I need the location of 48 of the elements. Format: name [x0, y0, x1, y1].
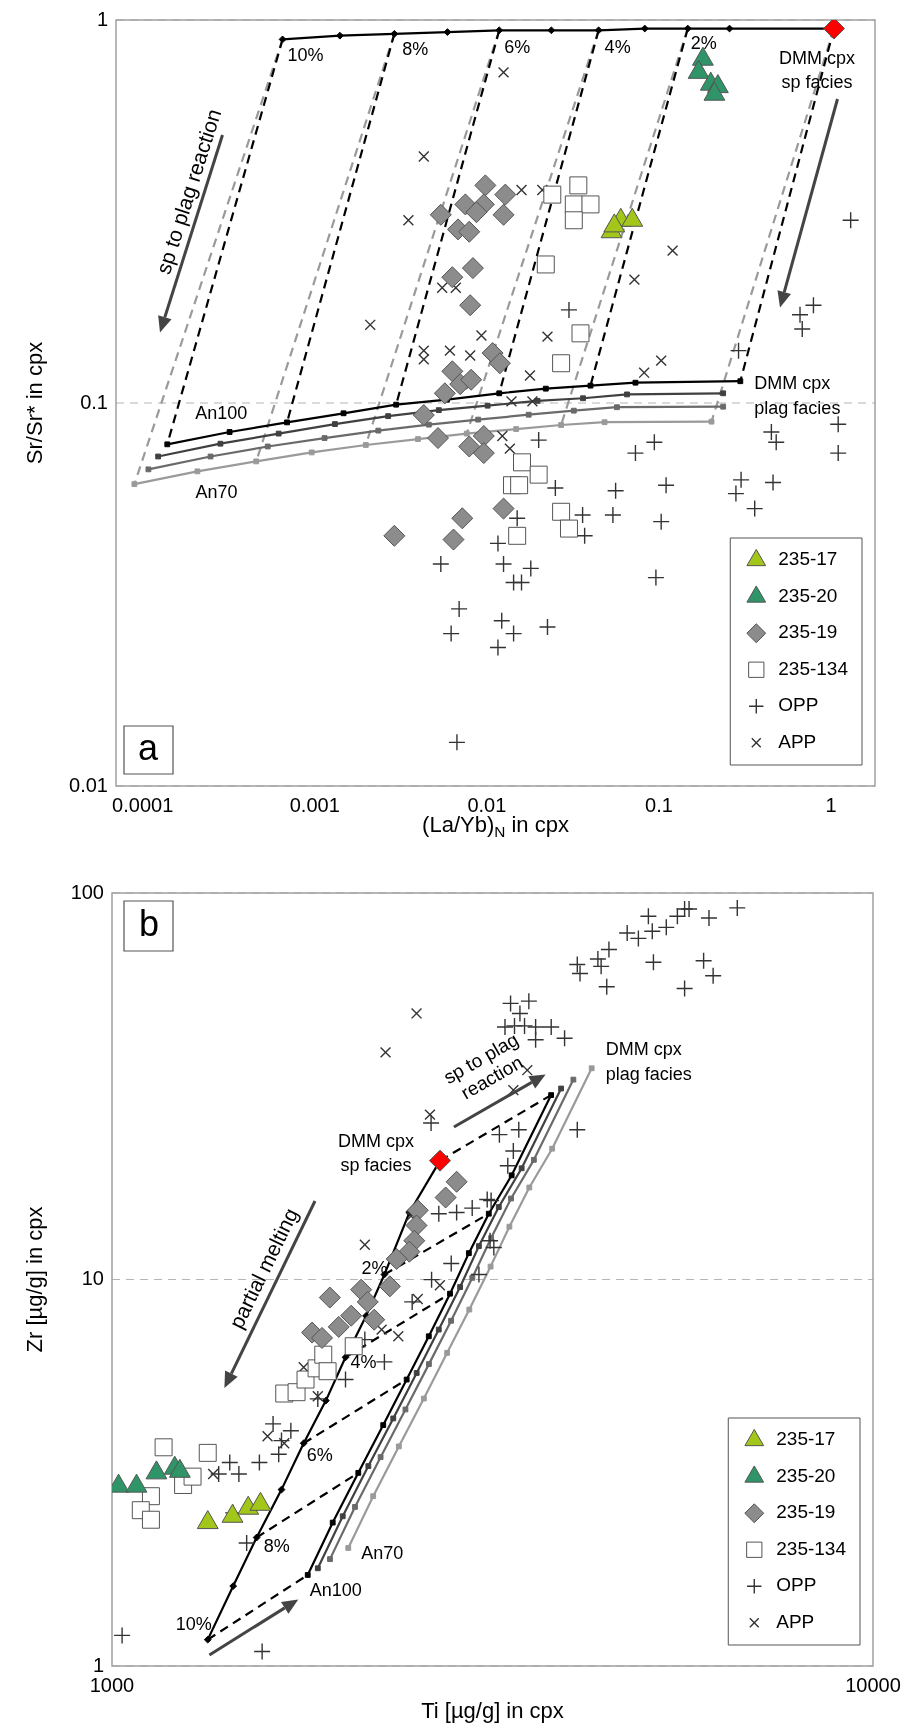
annotation: DMM cpx sp facies: [338, 1130, 415, 1175]
annotation: An100: [309, 1579, 362, 1600]
y-tick-label: 10: [81, 1267, 104, 1290]
annotation: a: [137, 726, 159, 768]
y-tick-label: 1: [96, 7, 108, 30]
annotation: sp to plag reaction: [151, 106, 226, 277]
annotation: 6%: [306, 1445, 333, 1466]
x-tick-label: 1: [825, 793, 837, 816]
x-tick-label: 0.0001: [112, 793, 174, 816]
annotation: 8%: [402, 38, 429, 59]
annotation: DMM cpx plag facies: [605, 1039, 692, 1085]
legend-label: 235-20: [778, 584, 838, 606]
legend-label: 235-134: [778, 657, 849, 679]
annotation: b: [138, 902, 160, 944]
y-axis-title: Zr [µg/g] in cpx: [22, 1206, 48, 1353]
y-axis-title: Sr/Sr* in cpx: [22, 341, 48, 465]
legend-label: 235-17: [778, 548, 838, 570]
legend-label: APP: [776, 1610, 815, 1632]
y-tick-label: 0.01: [69, 773, 108, 796]
legend-label: 235-134: [776, 1537, 847, 1559]
legend-label: 235-17: [776, 1428, 836, 1450]
legend-label: 235-20: [776, 1464, 836, 1486]
x-axis-title: Ti [µg/g] in cpx: [421, 1698, 564, 1724]
annotation: An100: [195, 403, 248, 424]
y-tick-label: 0.1: [80, 390, 108, 413]
annotation: 8%: [263, 1536, 290, 1557]
annotation: An70: [361, 1542, 404, 1563]
annotation: 4%: [604, 37, 631, 58]
annotation: DMM cpx sp facies: [779, 47, 855, 92]
annotation: An70: [195, 482, 238, 503]
legend-label: 235-19: [776, 1501, 836, 1523]
y-tick-label: 1: [92, 1653, 104, 1676]
x-tick-label: 0.001: [289, 793, 340, 816]
annotation: 10%: [175, 1613, 212, 1634]
annotation: 10%: [287, 45, 324, 66]
x-tick-label: 0.1: [645, 793, 673, 816]
legend-label: APP: [778, 730, 817, 752]
y-tick-label: 100: [70, 880, 104, 903]
annotation: 4%: [350, 1352, 377, 1373]
legend-label: OPP: [778, 694, 819, 716]
annotation: DMM cpx plag facies: [754, 373, 841, 419]
legend-label: OPP: [776, 1574, 817, 1596]
legend-label: 235-19: [778, 621, 838, 643]
annotation: 6%: [504, 37, 531, 58]
x-tick-label: 1000: [89, 1673, 135, 1696]
x-tick-label: 10000: [845, 1673, 901, 1696]
annotation: 2%: [690, 32, 717, 53]
x-tick-label: 0.01: [467, 793, 507, 816]
